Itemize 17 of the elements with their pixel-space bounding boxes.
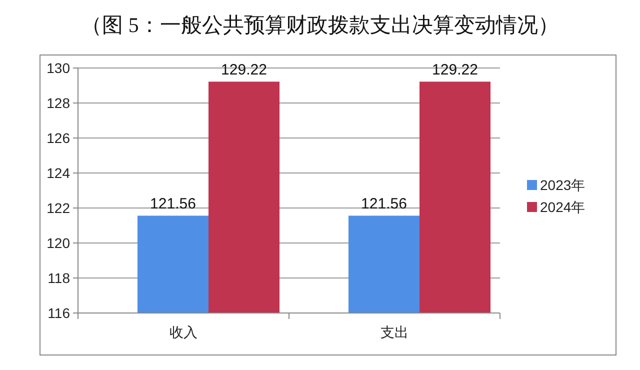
data-label: 121.56	[361, 196, 407, 213]
y-tick-label: 122	[46, 200, 70, 216]
chart-title: （图 5：一般公共预算财政拨款支出决算变动情况）	[81, 13, 559, 37]
data-label: 121.56	[150, 196, 196, 213]
legend-label: 2023年	[540, 177, 586, 193]
y-tick-label: 124	[46, 165, 70, 181]
y-tick-label: 120	[46, 235, 70, 251]
y-tick-label: 130	[46, 60, 70, 76]
data-label: 129.22	[221, 62, 267, 79]
y-tick-label: 128	[46, 95, 70, 111]
y-tick-label: 118	[48, 270, 70, 286]
legend-label: 2024年	[540, 199, 586, 215]
y-tick-label: 116	[48, 305, 70, 321]
y-tick-label: 126	[46, 130, 70, 146]
data-label: 129.22	[432, 62, 478, 79]
x-tick-label: 收入	[170, 324, 198, 340]
x-tick-label: 支出	[380, 324, 408, 340]
